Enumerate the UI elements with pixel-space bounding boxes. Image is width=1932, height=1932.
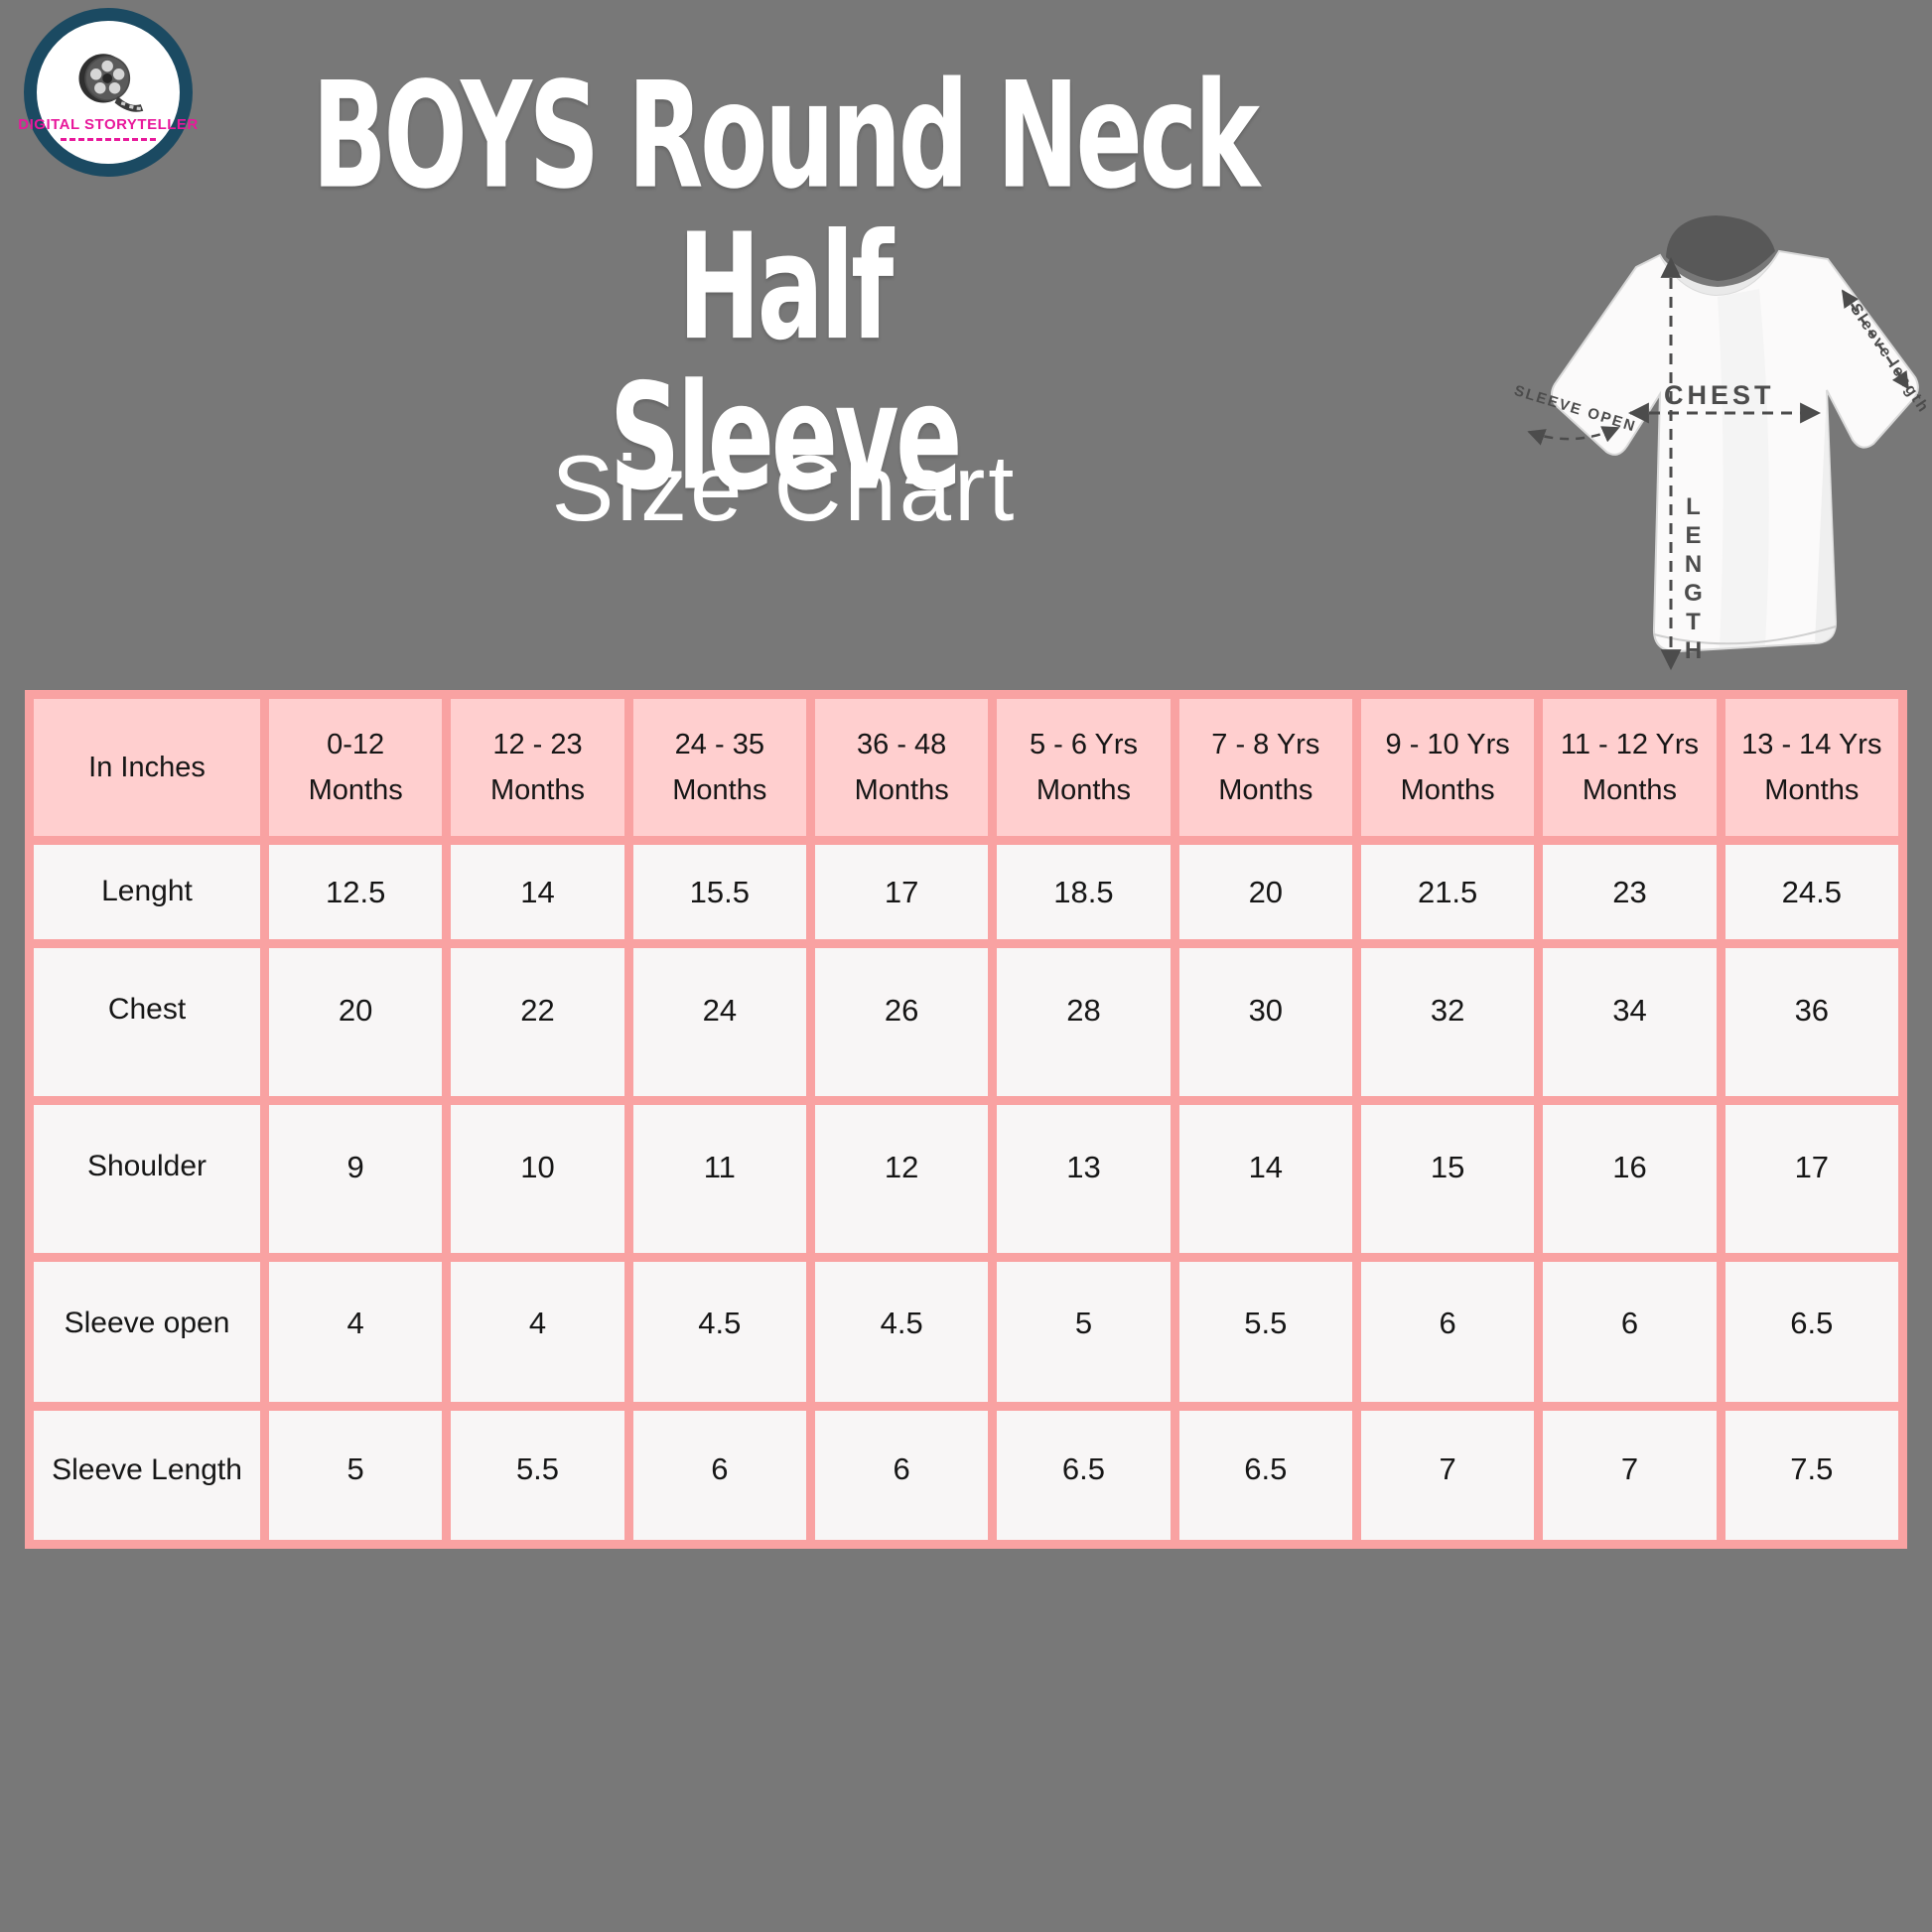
age-range: 13 - 14 Yrs (1741, 728, 1882, 760)
size-value: 14 (1178, 1105, 1352, 1253)
size-value: 17 (814, 845, 989, 939)
size-value: 11 (632, 1105, 806, 1253)
size-value: 12 (814, 1105, 989, 1253)
size-value: 36 (1725, 948, 1898, 1096)
table-row-sleeve-open: Sleeve open 4 4 4.5 4.5 5 5.5 6 6 6.5 (34, 1262, 1898, 1402)
tshirt-illustration (1527, 215, 1919, 671)
size-value: 6.5 (1725, 1262, 1898, 1402)
header-cell-age: 24 - 35 Months (632, 699, 806, 836)
size-value: 4.5 (814, 1262, 989, 1402)
size-value: 17 (1725, 1105, 1898, 1253)
size-value: 24.5 (1725, 845, 1898, 939)
brand-name: DIGITAL STORYTELLER (18, 115, 199, 133)
row-label: Sleeve open (34, 1262, 260, 1402)
row-label: Sleeve Length (34, 1411, 260, 1540)
table-row-length: Lenght 12.5 14 15.5 17 18.5 20 21.5 23 2… (34, 845, 1898, 939)
size-value: 26 (814, 948, 989, 1096)
size-value: 9 (269, 1105, 443, 1253)
film-reel-icon (78, 53, 144, 112)
size-value: 22 (451, 948, 624, 1096)
size-value: 5.5 (1178, 1262, 1352, 1402)
size-chart-table: In Inches 0-12 Months 12 - 23 Months 24 … (25, 690, 1907, 1549)
page-title-line1: BOYS Round Neck Half (312, 51, 1260, 373)
age-range: 36 - 48 (857, 728, 947, 760)
size-value: 4.5 (632, 1262, 806, 1402)
size-value: 28 (997, 948, 1171, 1096)
age-range: 9 - 10 Yrs (1385, 728, 1510, 760)
age-unit: Months (308, 774, 403, 806)
size-value: 16 (1543, 1105, 1717, 1253)
header-cell-age: 36 - 48 Months (814, 699, 989, 836)
age-unit: Months (489, 774, 586, 806)
table-row-shoulder: Shoulder 9 10 11 12 13 14 15 16 17 (34, 1105, 1898, 1253)
size-value: 7 (1360, 1411, 1535, 1540)
row-label: Lenght (34, 845, 260, 939)
age-unit: Months (672, 774, 767, 806)
size-value: 14 (451, 845, 624, 939)
row-label: Shoulder (34, 1105, 260, 1253)
size-value: 7 (1543, 1411, 1717, 1540)
size-value: 5 (269, 1411, 443, 1540)
age-range: 0-12 (327, 728, 385, 760)
table-header-row: In Inches 0-12 Months 12 - 23 Months 24 … (34, 699, 1898, 836)
row-label: Chest (34, 948, 260, 1096)
size-value: 4 (269, 1262, 443, 1402)
size-value: 34 (1543, 948, 1717, 1096)
age-range: 5 - 6 Yrs (1029, 728, 1138, 760)
length-measure-label: LENGTH (1680, 493, 1707, 666)
age-unit: Months (1035, 774, 1132, 806)
header-cell-age: 7 - 8 Yrs Months (1178, 699, 1352, 836)
size-value: 18.5 (997, 845, 1171, 939)
size-value: 6.5 (997, 1411, 1171, 1540)
size-value: 6 (632, 1411, 806, 1540)
size-value: 4 (451, 1262, 624, 1402)
header-cell-age: 5 - 6 Yrs Months (997, 699, 1171, 836)
page-title: BOYS Round Neck Half Sleeve (280, 51, 1290, 524)
age-unit: Months (1764, 774, 1860, 806)
age-unit: Months (1400, 774, 1495, 806)
age-unit: Months (854, 774, 949, 806)
brand-logo: DIGITAL STORYTELLER (18, 8, 198, 177)
size-value: 6 (1543, 1262, 1717, 1402)
size-value: 15.5 (632, 845, 806, 939)
header-cell-age: 13 - 14 Yrs Months (1725, 699, 1898, 836)
size-chart-heading: Size Chart (551, 436, 1018, 540)
size-value: 5.5 (451, 1411, 624, 1540)
size-value: 6 (814, 1411, 989, 1540)
age-range: 12 - 23 (492, 728, 583, 760)
size-value: 32 (1360, 948, 1535, 1096)
size-value: 5 (997, 1262, 1171, 1402)
age-unit: Months (1582, 774, 1678, 806)
table-row-sleeve-length: Sleeve Length 5 5.5 6 6 6.5 6.5 7 7 7.5 (34, 1411, 1898, 1540)
size-chart-header: In Inches 0-12 Months 12 - 23 Months 24 … (34, 699, 1898, 836)
size-value: 20 (269, 948, 443, 1096)
size-value: 6 (1360, 1262, 1535, 1402)
header-cell-age: 12 - 23 Months (451, 699, 624, 836)
header-cell-age: 0-12 Months (269, 699, 443, 836)
size-value: 20 (1178, 845, 1352, 939)
table-row-chest: Chest 20 22 24 26 28 30 32 34 36 (34, 948, 1898, 1096)
age-range: 11 - 12 Yrs (1560, 728, 1700, 760)
size-value: 24 (632, 948, 806, 1096)
size-value: 21.5 (1360, 845, 1535, 939)
size-value: 6.5 (1178, 1411, 1352, 1540)
size-value: 23 (1543, 845, 1717, 939)
chest-measure-label: CHEST (1664, 380, 1775, 410)
header-cell-age: 11 - 12 Yrs Months (1543, 699, 1717, 836)
size-value: 10 (451, 1105, 624, 1253)
header-cell-unit: In Inches (34, 699, 260, 836)
size-value: 12.5 (269, 845, 443, 939)
size-value: 13 (997, 1105, 1171, 1253)
header-cell-age: 9 - 10 Yrs Months (1360, 699, 1535, 836)
size-value: 15 (1360, 1105, 1535, 1253)
size-value: 7.5 (1725, 1411, 1898, 1540)
brand-dashed-underline (61, 137, 156, 141)
tshirt-measurement-diagram: CHEST LENGTH SLEEVE OPEN Sleeve length (1512, 194, 1932, 690)
age-unit: Months (1218, 774, 1313, 806)
size-value: 30 (1178, 948, 1352, 1096)
page-title-line2: Sleeve (609, 352, 963, 524)
age-range: 24 - 35 (674, 728, 764, 760)
age-range: 7 - 8 Yrs (1211, 728, 1320, 760)
